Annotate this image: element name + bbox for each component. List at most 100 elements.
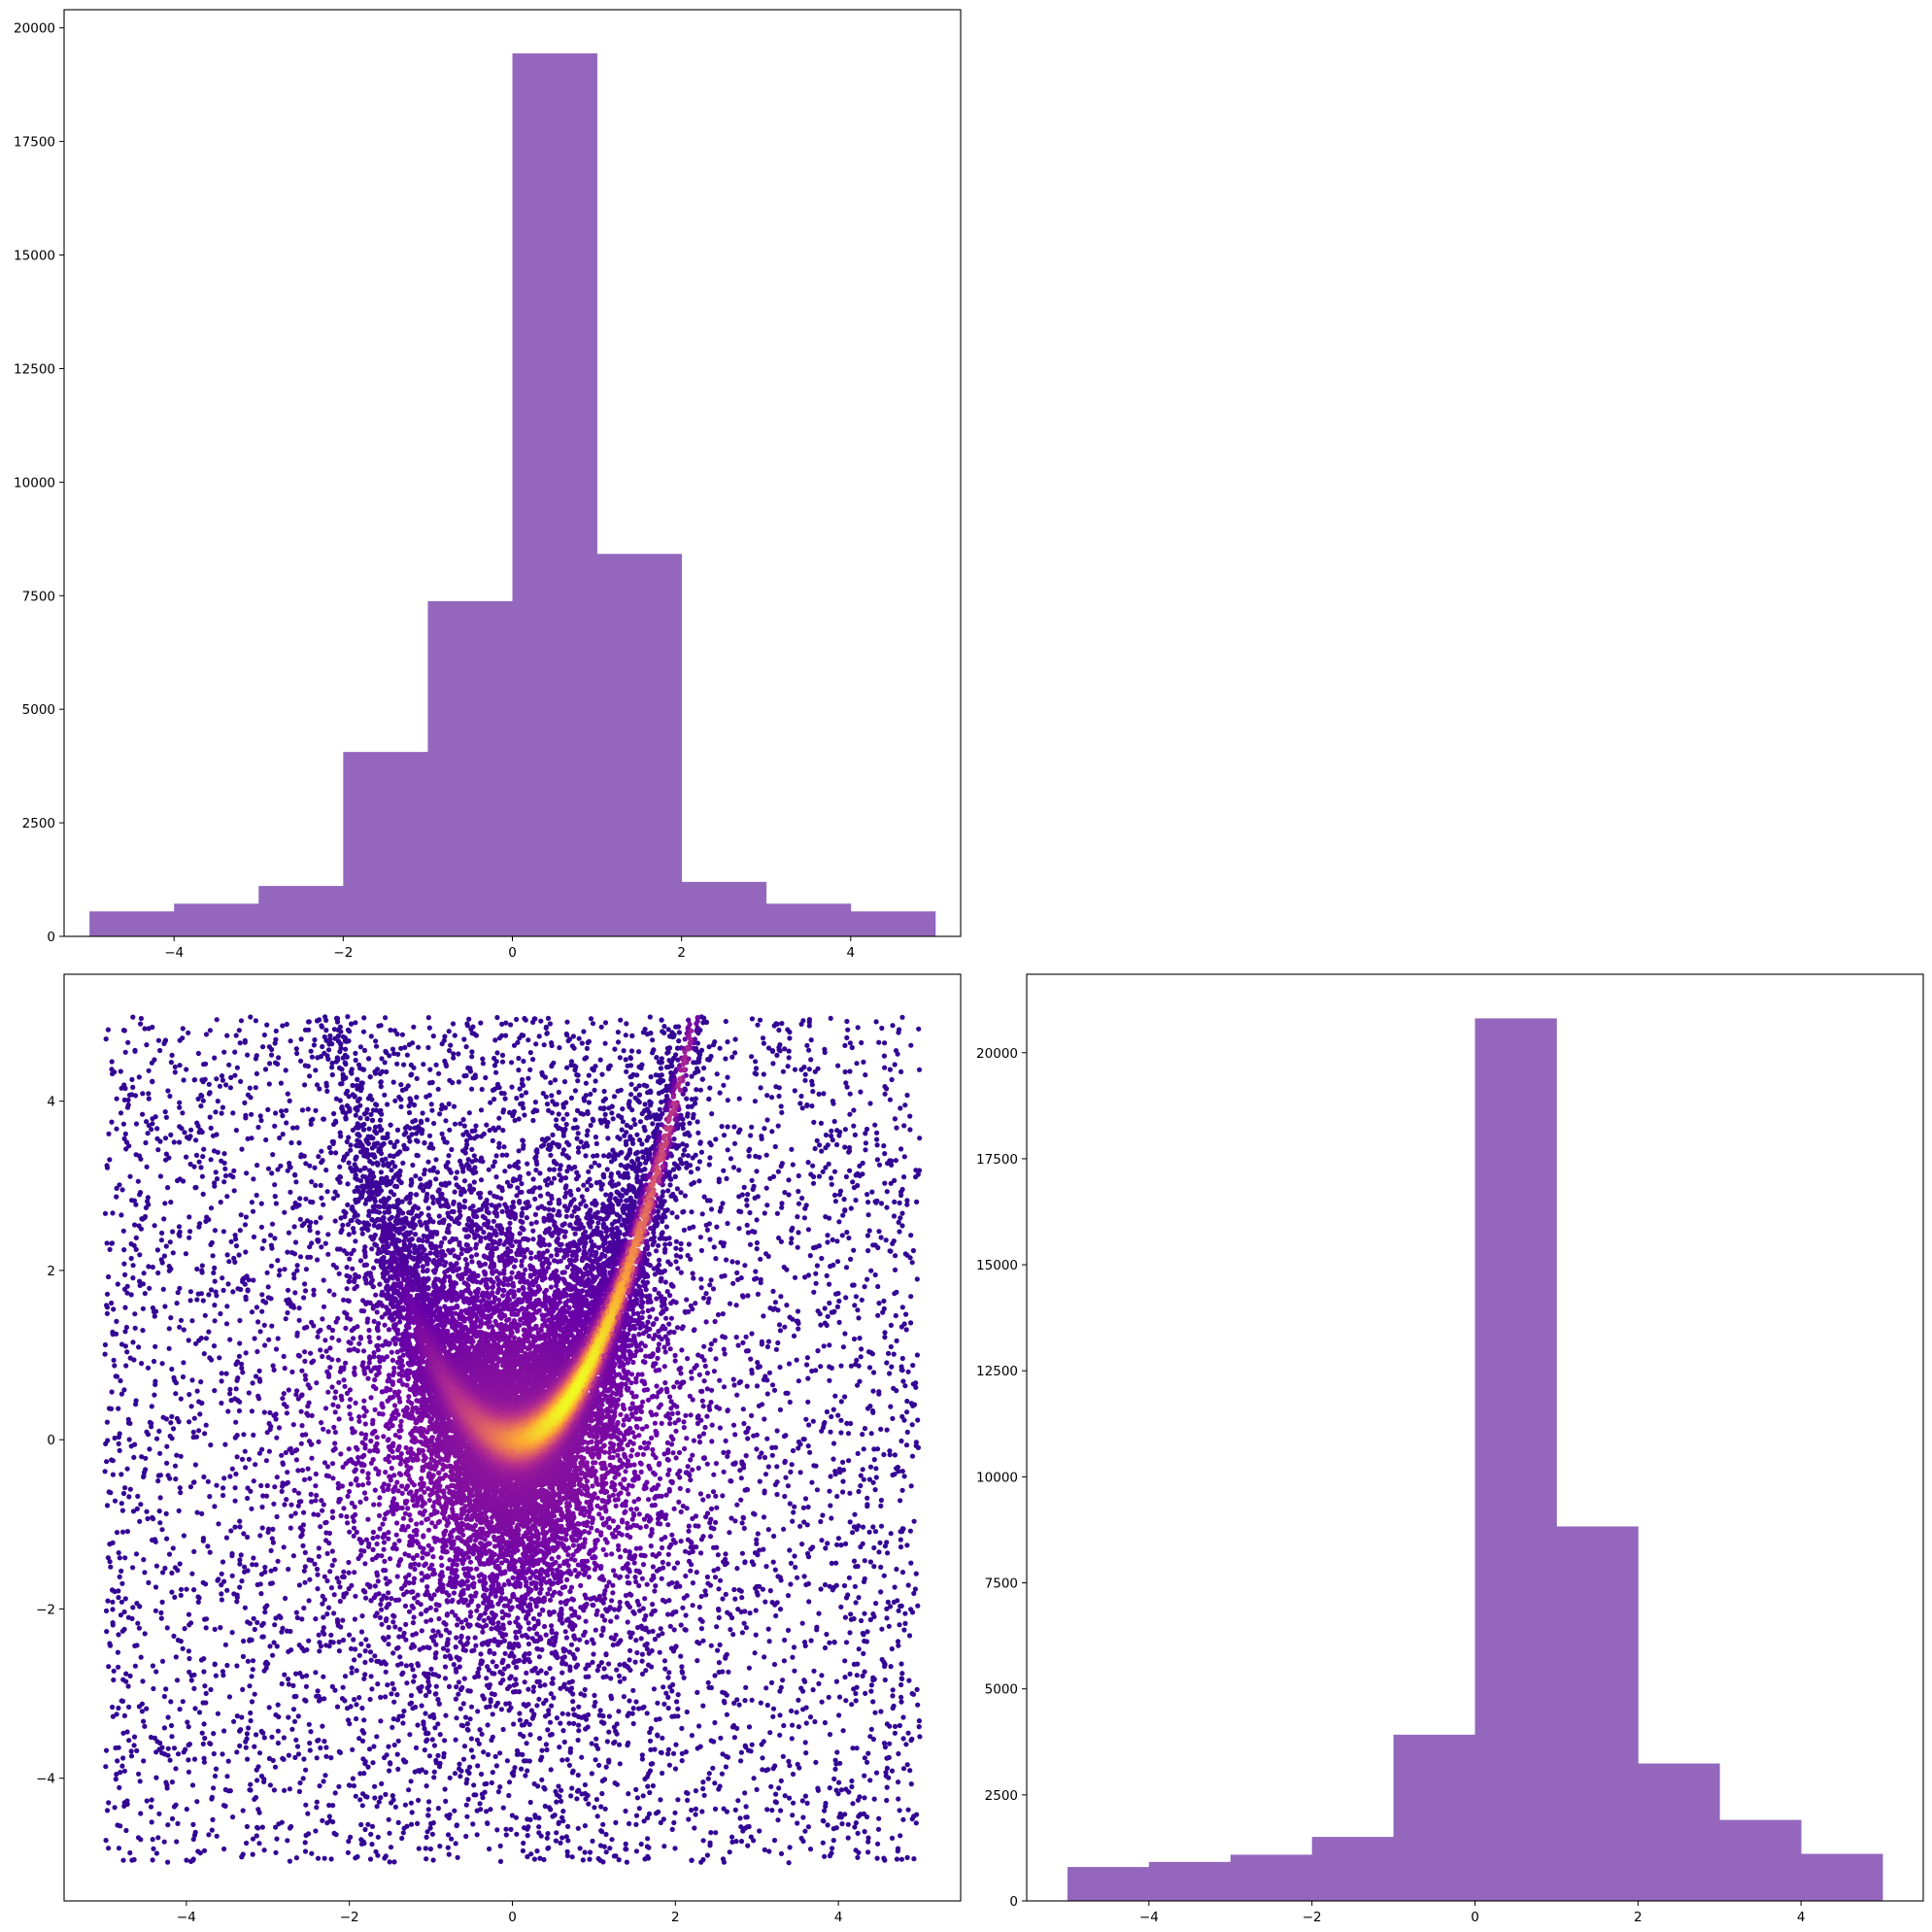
scatter-xy-point xyxy=(116,1632,121,1638)
scatter-xy-point xyxy=(802,1828,808,1834)
scatter-xy-point xyxy=(770,1706,777,1712)
scatter-xy-point xyxy=(375,1681,381,1687)
scatter-xy-point xyxy=(580,1111,587,1117)
scatter-xy-point xyxy=(744,1203,750,1208)
scatter-xy-point xyxy=(308,1121,314,1127)
scatter-xy-point xyxy=(578,1139,584,1145)
scatter-xy-point xyxy=(521,1702,526,1708)
scatter-xy-point xyxy=(187,1161,193,1168)
scatter-xy-point xyxy=(195,1096,201,1102)
scatter-xy-point xyxy=(321,1674,326,1679)
scatter-xy-point xyxy=(830,1237,835,1242)
scatter-xy-point xyxy=(732,1596,738,1602)
scatter-xy-point xyxy=(700,1856,706,1863)
scatter-xy-point xyxy=(207,1549,213,1555)
scatter-xy-point xyxy=(358,1194,365,1200)
scatter-xy-point xyxy=(651,1686,658,1692)
scatter-xy-point xyxy=(207,1114,213,1120)
scatter-xy-point xyxy=(855,1854,861,1860)
scatter-xy-point xyxy=(399,1087,405,1093)
scatter-xy-point xyxy=(114,1331,119,1337)
scatter-xy-point xyxy=(130,1508,137,1514)
scatter-xy-point xyxy=(524,1758,529,1764)
scatter-xy-point xyxy=(845,1592,851,1598)
scatter-xy-point xyxy=(742,1790,748,1796)
scatter-xy-point xyxy=(672,1810,678,1815)
scatter-xy-point xyxy=(796,1326,801,1332)
scatter-xy-point xyxy=(796,1724,802,1730)
scatter-xy-point xyxy=(789,1146,795,1152)
scatter-xy-point xyxy=(888,1322,895,1328)
scatter-xy-point xyxy=(508,1826,514,1832)
scatter-xy-point xyxy=(904,1398,910,1405)
scatter-xy-point xyxy=(402,1044,408,1050)
scatter-xy-point xyxy=(273,1849,279,1855)
scatter-xy-point xyxy=(102,1469,108,1474)
scatter-xy-point xyxy=(346,1094,352,1100)
scatter-xy-point xyxy=(668,1193,674,1199)
scatter-xy-point xyxy=(827,1732,833,1738)
scatter-xy-point xyxy=(575,1145,582,1151)
scatter-xy-point xyxy=(350,1746,356,1752)
scatter-xy-point xyxy=(423,1846,428,1851)
scatter-xy-point xyxy=(333,1150,339,1156)
scatter-xy-point xyxy=(611,1853,618,1859)
scatter-xy-point xyxy=(138,1015,144,1022)
scatter-xy-point xyxy=(661,1701,667,1707)
scatter-xy-point xyxy=(525,1170,531,1176)
scatter-xy-point xyxy=(679,1664,685,1670)
scatter-xy-point xyxy=(443,1063,450,1068)
scatter-xy-point xyxy=(706,1044,712,1050)
scatter-xy-point xyxy=(232,1524,238,1530)
scatter-xy-point xyxy=(339,1081,345,1087)
scatter-xy-point xyxy=(360,1791,366,1797)
scatter-xy-point xyxy=(215,1099,220,1104)
scatter-xy-point xyxy=(150,1663,155,1669)
scatter-xy-point xyxy=(132,1093,139,1099)
scatter-xy-point xyxy=(791,1644,797,1650)
scatter-xy-point xyxy=(499,1021,505,1027)
scatter-xy-point xyxy=(258,1201,264,1206)
scatter-xy-point xyxy=(407,1125,413,1131)
scatter-xy-point xyxy=(599,1071,605,1077)
scatter-xy-point xyxy=(729,1054,735,1060)
scatter-xy-point xyxy=(169,1436,175,1441)
scatter-xy-point xyxy=(763,1185,769,1191)
scatter-xy-point xyxy=(775,1817,781,1823)
scatter-xy-point xyxy=(161,1040,167,1046)
scatter-xy-point xyxy=(294,1268,300,1273)
scatter-xy-point xyxy=(525,1075,531,1081)
scatter-xy-point xyxy=(654,1055,660,1061)
scatter-xy-point xyxy=(346,1160,352,1166)
scatter-xy-point xyxy=(575,1072,581,1078)
scatter-xy-point xyxy=(272,1236,278,1241)
scatter-xy-point xyxy=(890,1415,896,1421)
scatter-xy-point xyxy=(647,1014,653,1020)
scatter-xy-point xyxy=(246,1725,252,1731)
scatter-xy-point xyxy=(337,1174,344,1180)
scatter-xy-point xyxy=(831,1639,837,1645)
scatter-xy-point xyxy=(276,1272,282,1278)
scatter-xy-point xyxy=(250,1851,255,1857)
scatter-xy-point xyxy=(168,1060,174,1066)
scatter-xy-point xyxy=(706,1684,712,1690)
scatter-xy-point xyxy=(658,1819,663,1826)
scatter-xy-point xyxy=(586,1072,592,1078)
scatter-xy-point xyxy=(806,1047,812,1053)
scatter-xy-point xyxy=(220,1275,225,1281)
scatter-xy-point xyxy=(809,1082,815,1088)
scatter-xy-point xyxy=(764,1436,770,1441)
scatter-xy-point xyxy=(603,1764,609,1770)
scatter-xy-point xyxy=(128,1255,134,1262)
scatter-xy-point xyxy=(588,1016,594,1022)
scatter-xy-point xyxy=(186,1392,192,1398)
scatter-xy-point xyxy=(834,1259,841,1265)
scatter-xy-point xyxy=(414,1095,420,1101)
scatter-xy-point xyxy=(564,1852,571,1859)
scatter-xy-point xyxy=(117,1182,122,1188)
scatter-xy-point xyxy=(664,1050,670,1056)
scatter-xy-point xyxy=(249,1408,254,1414)
scatter-xy-point xyxy=(878,1523,885,1529)
scatter-xy-point xyxy=(208,1686,214,1693)
scatter-xy-point xyxy=(751,1776,757,1781)
